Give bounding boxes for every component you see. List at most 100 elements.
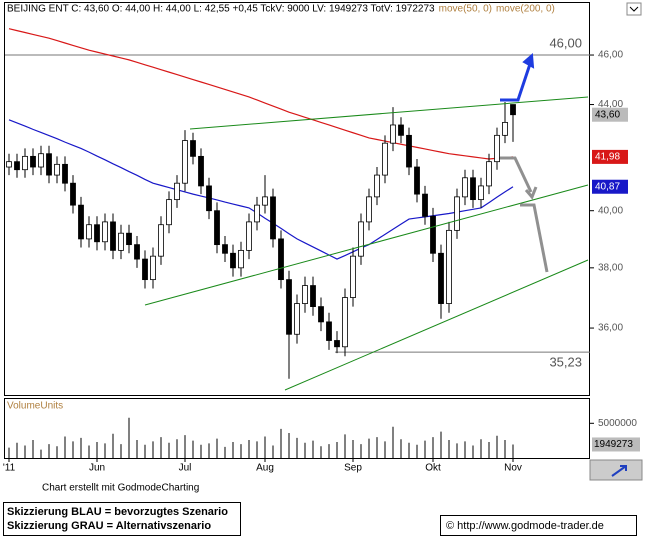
candle-body [102,221,108,243]
candle-body [326,321,332,341]
candle-body [430,215,436,254]
x-tick-label: '11 [3,463,16,474]
candle-body [78,204,84,240]
candle-body [342,297,348,348]
x-tick-label: Okt [425,463,441,474]
candle-body [318,306,324,323]
volume-panel [4,398,590,459]
value-label: 43,60 [595,109,620,120]
value-label: 40,87 [595,181,620,192]
value-label: 41,98 [595,152,620,163]
legend-text: Skizzierung GRAU = Alternativszenario [7,520,211,532]
candle-body [6,161,12,168]
candle-body [222,244,228,254]
x-tick-label: Jul [179,463,192,474]
candle-body [142,258,148,281]
candle-body [158,224,164,257]
legend-entry: move(200, 0) [496,4,555,15]
candle-body [14,161,20,171]
candle-body [278,238,284,281]
value-box [592,179,628,194]
scroll-button[interactable] [626,2,642,16]
value-box [592,437,640,452]
grey-scenario [520,203,549,273]
y-tick-label: 38,00 [598,262,623,273]
url[interactable]: © http://www.godmode-trader.de [446,520,604,532]
candle-body [478,185,484,201]
scroll-icon [629,6,639,12]
candle-body [510,104,516,116]
candle-body [302,285,308,304]
candle-body [134,244,140,260]
candle-body [214,210,220,246]
candle-body [246,221,252,251]
candle-body [294,303,300,335]
candle-body [174,182,180,201]
tool-icon [611,465,627,477]
candle-body [390,124,396,144]
value-box [592,107,628,122]
candle-body [438,252,444,304]
url-box [440,515,637,536]
candle-body [382,142,388,176]
credit: Chart erstellt mit GodmodeCharting [42,483,199,494]
x-tick-label: Nov [504,463,522,474]
y-tick-label: 46,00 [598,50,623,61]
trend-line [189,96,589,130]
candle-body [206,185,212,212]
candle-body [262,196,268,206]
candle-body [422,193,428,217]
y-tick-label: 40,00 [598,205,623,216]
level-label: 46,00 [549,35,582,50]
candle-body [94,224,100,243]
candle-body [182,140,188,184]
y-tick-label: 44,00 [598,99,623,110]
level-label: 35,23 [549,355,582,370]
grey-arrowhead [524,186,538,200]
candle-body [502,122,508,136]
candle-body [110,221,116,251]
candle-body [398,124,404,136]
candle-body [70,182,76,206]
blue-arrowhead [522,52,535,69]
value-label: 1949273 [594,439,633,450]
candle-body [406,134,412,168]
candle-body [350,255,356,298]
candle-body [334,340,340,348]
candle-body [230,252,236,269]
candle-body [254,204,260,223]
tool-box[interactable] [589,459,643,481]
candle-body [414,166,420,195]
legend-text: Skizzierung BLAU = bevorzugtes Szenario [7,506,228,518]
candle-body [190,140,196,157]
candle-body [462,177,468,198]
candle-body [446,229,452,304]
candle-body [126,232,132,246]
value-box [592,149,628,164]
volume-title: VolumeUnits [7,401,63,412]
y-tick-label: 5000000 [598,418,637,429]
candle-body [62,163,68,184]
x-tick-label: Aug [256,463,274,474]
candle-body [494,134,500,163]
y-tick-label: 36,00 [598,323,623,334]
trend-line [284,259,589,391]
price-panel [4,2,590,396]
candle-body [198,155,204,187]
candle-body [366,196,372,223]
candle-body [286,279,292,335]
candle-body [150,255,156,281]
candle-body [486,161,492,187]
candle-body [374,174,380,198]
grey-scenario [500,156,533,193]
candle-body [86,224,92,240]
moving-average [8,28,514,160]
candle-body [238,249,244,269]
candle-body [166,199,172,226]
candle-body [30,155,36,168]
candle-body [54,163,60,176]
x-tick-label: Jun [89,463,105,474]
x-tick-label: Sep [344,463,362,474]
moving-average [8,119,514,260]
